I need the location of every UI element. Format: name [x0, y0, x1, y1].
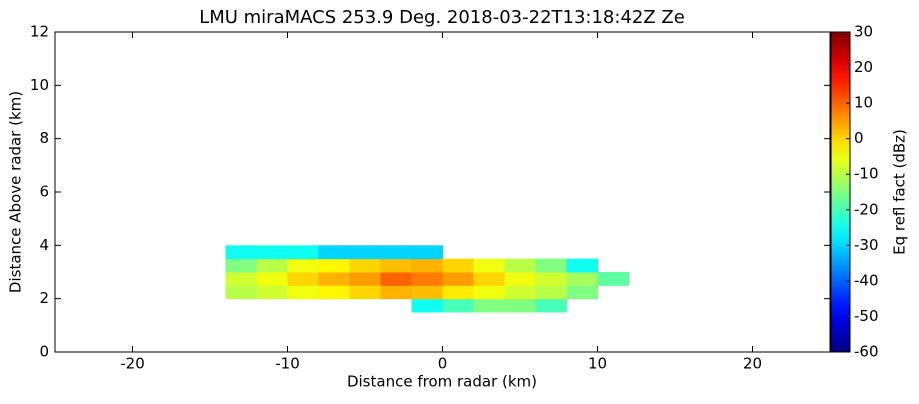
cell — [411, 285, 443, 300]
colorbar-tick-label: -50 — [854, 307, 879, 325]
cell — [349, 272, 381, 286]
colorbar-tick-label: -60 — [854, 343, 879, 361]
x-axis-label: Distance from radar (km) — [347, 373, 537, 391]
y-axis-label: Distance Above radar (km) — [7, 91, 25, 293]
cell — [349, 258, 381, 273]
colorbar-tick-label: -10 — [854, 165, 879, 183]
cell — [318, 285, 350, 300]
cell — [380, 285, 412, 300]
y-tick-label: 0 — [39, 343, 49, 361]
cell — [504, 272, 536, 286]
cell — [473, 258, 505, 273]
x-tick-label: 20 — [743, 355, 762, 373]
cell — [349, 245, 381, 260]
cell — [318, 272, 350, 286]
colorbar-tick-label: -40 — [854, 271, 879, 289]
x-tick-label: -20 — [120, 355, 145, 373]
cell — [411, 272, 443, 286]
cell — [473, 298, 505, 313]
cell — [225, 285, 257, 300]
colorbar-tick-label: 30 — [854, 23, 873, 41]
cell — [473, 272, 505, 286]
y-tick-label: 2 — [39, 289, 49, 307]
cell — [380, 272, 412, 286]
cell — [535, 298, 567, 313]
colorbar-tick-label: 0 — [854, 129, 864, 147]
colorbar-tick-label: 20 — [854, 58, 873, 76]
colorbar-label: Eq refl fact (dBz) — [891, 129, 909, 255]
cell — [535, 285, 567, 300]
cell — [225, 258, 257, 273]
cell — [535, 258, 567, 273]
cell — [287, 258, 319, 273]
cell — [442, 298, 474, 313]
x-tick-label: -10 — [275, 355, 300, 373]
cell — [256, 245, 288, 260]
cell — [442, 272, 474, 286]
y-tick-label: 6 — [39, 183, 49, 201]
cell — [287, 272, 319, 286]
cell — [566, 285, 598, 300]
cell — [566, 258, 598, 273]
cell — [442, 258, 474, 273]
cell — [411, 258, 443, 273]
cell — [504, 258, 536, 273]
cell — [380, 258, 412, 273]
cell — [318, 245, 350, 260]
y-tick-label: 4 — [39, 236, 49, 254]
colorbar — [830, 31, 851, 353]
cell — [256, 272, 288, 286]
cell — [473, 285, 505, 300]
cell — [411, 245, 443, 260]
cell — [256, 258, 288, 273]
cell — [256, 285, 288, 300]
cell — [411, 298, 443, 313]
x-tick-label: 10 — [588, 355, 607, 373]
cell — [535, 272, 567, 286]
x-tick-label: 0 — [438, 355, 448, 373]
cell — [318, 258, 350, 273]
cell — [225, 245, 257, 260]
colorbar-tick-label: -20 — [854, 200, 879, 218]
y-tick-label: 10 — [30, 76, 49, 94]
cell — [225, 272, 257, 286]
chart-title: LMU miraMACS 253.9 Deg. 2018-03-22T13:18… — [199, 7, 685, 28]
cell — [380, 245, 412, 260]
cell — [504, 298, 536, 313]
y-tick-label: 12 — [30, 23, 49, 41]
cell — [597, 272, 629, 286]
y-tick-label: 8 — [39, 129, 49, 147]
colorbar-tick-label: 10 — [854, 94, 873, 112]
cell — [349, 285, 381, 300]
cell — [287, 285, 319, 300]
cell — [287, 245, 319, 260]
cell — [504, 285, 536, 300]
colorbar-tick-label: -30 — [854, 236, 879, 254]
cell — [566, 272, 598, 286]
cell — [442, 285, 474, 300]
